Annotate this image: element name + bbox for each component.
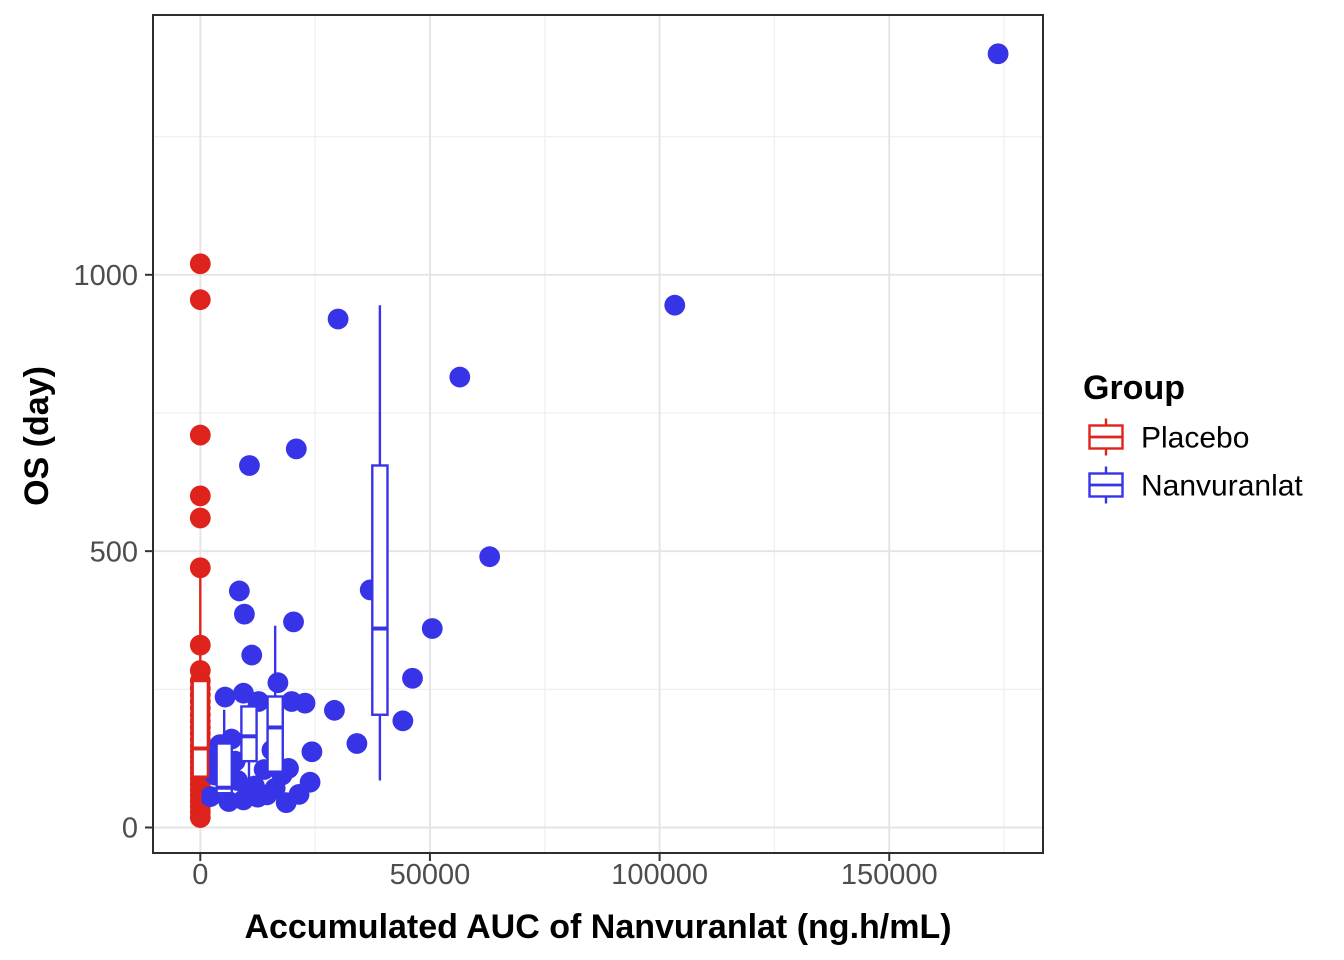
box <box>266 695 284 773</box>
nanvuranlat-point <box>288 783 310 805</box>
nanvuranlat-point <box>285 438 307 460</box>
placebo-boxplot <box>191 567 210 820</box>
nanvuranlat-point <box>327 308 349 330</box>
y-axis-title: OS (day) <box>18 366 56 506</box>
boxplots <box>191 305 389 820</box>
legend-title: Group <box>1083 369 1185 407</box>
legend-keys <box>1088 418 1124 504</box>
y-tick-label: 0 <box>122 813 138 845</box>
nanvuranlat-point <box>664 294 686 316</box>
legend: Group Placebo Nanvuranlat <box>1083 369 1303 504</box>
nanvuranlat-point <box>479 546 501 568</box>
legend-label-placebo: Placebo <box>1141 422 1249 455</box>
legend-key-nanvuranlat <box>1088 466 1124 504</box>
nanvuranlat-point <box>402 667 423 689</box>
nanvuranlat-point <box>239 455 260 476</box>
nanvuranlat-boxplot <box>240 694 258 803</box>
x-tick-label: 50000 <box>390 859 471 891</box>
y-tick-label: 1000 <box>73 260 138 292</box>
nanvuranlat-point <box>241 644 263 666</box>
nanvuranlat-point <box>233 603 255 625</box>
nanvuranlat-point <box>301 741 323 763</box>
x-tick-label: 100000 <box>611 859 708 891</box>
placebo-point <box>189 485 211 507</box>
nanvuranlat-point <box>294 692 316 714</box>
box <box>240 705 258 763</box>
nanvuranlat-boxplot <box>371 305 389 781</box>
y-tick-label: 500 <box>90 536 138 568</box>
nanvuranlat-point <box>283 611 304 633</box>
placebo-point <box>189 507 211 529</box>
x-tick-label: 0 <box>192 859 208 891</box>
nanvuranlat-point <box>449 366 471 388</box>
legend-key-placebo <box>1088 418 1124 456</box>
placebo-point <box>189 289 211 311</box>
legend-label-nanvuranlat: Nanvuranlat <box>1141 470 1303 503</box>
nanvuranlat-point <box>346 733 368 754</box>
nanvuranlat-point <box>324 699 345 721</box>
x-axis-title: Accumulated AUC of Nanvuranlat (ng.h/mL) <box>244 908 951 946</box>
nanvuranlat-point <box>228 580 250 602</box>
placebo-point <box>189 557 211 579</box>
x-tick-label: 150000 <box>841 859 938 891</box>
box <box>215 742 233 795</box>
box <box>191 679 210 778</box>
placebo-point <box>189 253 211 275</box>
nanvuranlat-point <box>247 786 269 808</box>
nanvuranlat-point <box>392 710 414 732</box>
axis-ticks: 0 50000 100000 150000 0 500 1000 <box>73 260 937 891</box>
box <box>371 464 389 716</box>
nanvuranlat-point <box>214 686 236 708</box>
placebo-point <box>189 424 211 446</box>
panel-border <box>152 14 1044 854</box>
nanvuranlat-point <box>421 618 443 639</box>
nanvuranlat-point <box>267 672 289 694</box>
nanvuranlat-boxplot <box>215 709 233 806</box>
gridlines <box>153 15 1043 853</box>
nanvuranlat-boxplot <box>266 625 284 796</box>
nanvuranlat-point <box>987 43 1009 65</box>
